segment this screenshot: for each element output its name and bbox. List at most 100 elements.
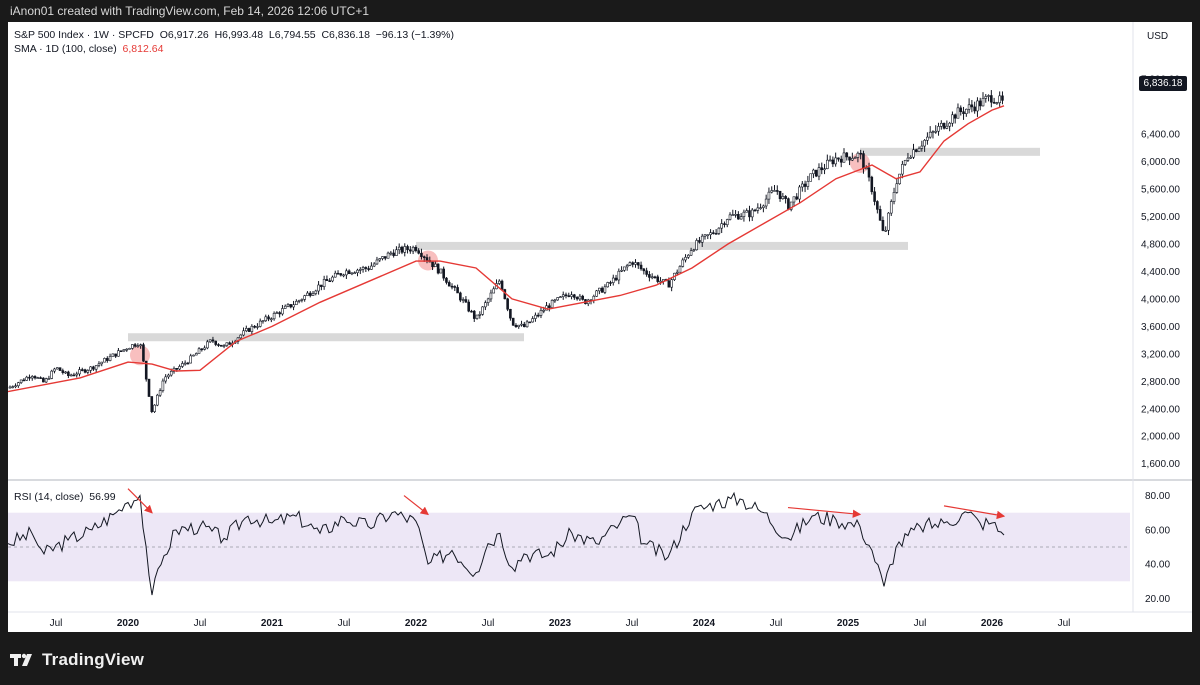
candle-body: [222, 345, 226, 347]
candle: [272, 311, 276, 321]
candle-body: [453, 286, 457, 288]
candle: [378, 258, 382, 263]
candle-body: [186, 362, 190, 365]
divergence-arrow-2: [403, 495, 429, 516]
candle-body: [834, 157, 837, 165]
candle-body: [55, 367, 59, 370]
candle-body: [990, 95, 993, 103]
candle: [222, 344, 226, 349]
candle-body: [937, 126, 940, 132]
candle-body: [183, 362, 187, 365]
candle: [328, 278, 332, 283]
candle: [650, 273, 654, 280]
candle-body: [573, 294, 576, 298]
candle-body: [878, 209, 882, 221]
candle: [83, 368, 87, 374]
candle-body: [795, 196, 799, 200]
candle: [789, 201, 793, 212]
candle-body: [108, 356, 112, 361]
candle-body: [206, 341, 209, 349]
candle-body: [506, 298, 509, 310]
candle: [962, 106, 965, 120]
candle: [442, 266, 445, 281]
candle-body: [895, 183, 899, 193]
chart-canvas[interactable]: 1,600.00 2,000.00 2,400.00 2,800.00 3,200.00…: [8, 22, 1192, 632]
candle-body: [773, 190, 776, 192]
price-tick-label: 4,800.00: [1141, 239, 1180, 250]
candle-body: [742, 211, 746, 218]
candle-body: [228, 342, 231, 345]
candle-body: [617, 270, 621, 281]
candle: [648, 271, 651, 282]
candle: [634, 259, 637, 268]
candle: [414, 245, 418, 253]
candle: [831, 156, 835, 168]
candle-body: [306, 292, 309, 296]
candle-body: [703, 234, 707, 237]
candle: [720, 219, 723, 234]
tradingview-logo[interactable]: TradingView: [10, 650, 144, 670]
candle: [25, 375, 28, 381]
candle-body: [931, 131, 935, 133]
candle: [978, 97, 982, 111]
candle-body: [153, 404, 156, 412]
candle: [748, 205, 751, 222]
candle-body: [873, 191, 876, 202]
candle: [678, 265, 682, 273]
candle-body: [859, 152, 862, 155]
candle-body: [383, 256, 387, 259]
tradingview-brand: TradingView: [42, 650, 145, 669]
candle-body: [578, 295, 582, 300]
candle: [225, 342, 229, 347]
candle: [764, 194, 768, 210]
candle-body: [778, 190, 782, 200]
candle: [178, 364, 181, 371]
candle-body: [750, 209, 754, 218]
divergence-arrow-1: [127, 488, 153, 514]
candle: [570, 291, 573, 300]
candle: [517, 324, 521, 329]
candle-body: [812, 169, 815, 175]
candle: [267, 314, 270, 322]
candle-body: [372, 263, 376, 267]
candle: [464, 296, 468, 303]
candle-body: [695, 240, 698, 251]
candle: [420, 248, 423, 260]
candle: [80, 367, 84, 372]
sma-line: [8, 105, 1005, 393]
candle-body: [762, 205, 765, 208]
candle-body: [767, 191, 771, 200]
candle: [670, 278, 673, 292]
candle-body: [203, 347, 206, 350]
candle: [1001, 91, 1004, 105]
candle: [475, 314, 479, 320]
candle-body: [698, 240, 701, 243]
candle: [642, 268, 646, 275]
chart-frame[interactable]: 1,600.00 2,000.00 2,400.00 2,800.00 3,200.00…: [8, 22, 1192, 632]
candle: [731, 209, 735, 216]
candle-body: [395, 249, 398, 256]
candle-body: [339, 273, 343, 276]
candle-body: [481, 306, 484, 315]
candle-body: [8, 386, 12, 389]
candle-body: [914, 149, 918, 152]
candle: [53, 367, 56, 374]
candle: [917, 146, 921, 152]
candle: [995, 101, 999, 105]
candle: [714, 229, 718, 235]
candle: [856, 151, 860, 163]
candle: [522, 321, 526, 328]
candle-body: [119, 350, 123, 352]
candle: [11, 385, 15, 389]
currency-label: USD: [1147, 31, 1169, 42]
candle-body: [270, 318, 273, 321]
candle-body: [178, 366, 181, 370]
candle-body: [881, 219, 885, 231]
candle: [712, 230, 715, 235]
candle-body: [614, 277, 618, 281]
candle: [331, 275, 334, 283]
candle: [320, 284, 323, 291]
candle: [364, 266, 368, 273]
candle: [131, 344, 134, 350]
candle-body: [295, 301, 298, 306]
